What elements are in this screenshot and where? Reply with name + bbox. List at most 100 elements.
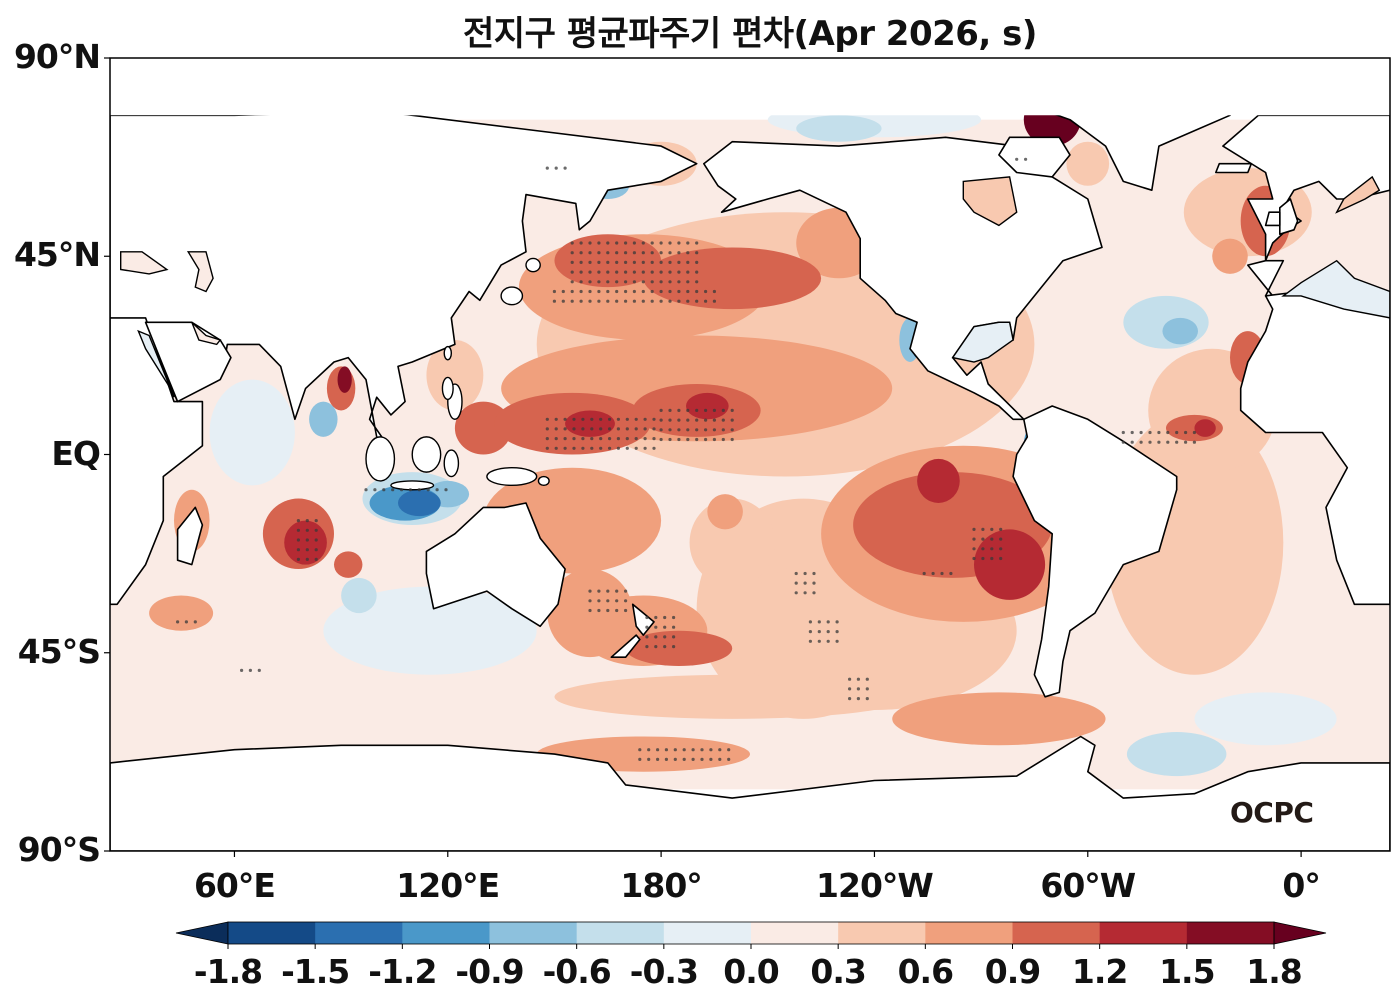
stipple-dot: [695, 270, 699, 274]
anomaly-contour: [334, 551, 363, 578]
stipple-dot: [606, 599, 610, 603]
anomaly-contour: [707, 494, 743, 530]
stipple-dot: [606, 289, 610, 294]
land-nz_s: [610, 634, 641, 658]
stipple-dot: [794, 581, 798, 585]
stipple-dot: [949, 571, 953, 576]
land-antarctica: [110, 735, 1390, 851]
stipple-dot: [686, 299, 690, 303]
stipple-dot: [704, 437, 708, 442]
anomaly-contour: [323, 586, 537, 675]
stipple-dot: [691, 757, 695, 762]
stipple-dot: [712, 437, 717, 442]
stipple-dot: [588, 589, 592, 593]
anomaly-contour: [149, 595, 214, 631]
colorbar-tick-label: -1.2: [368, 952, 437, 991]
stipple-dot: [561, 289, 565, 294]
stipple-dot: [634, 446, 638, 450]
colorbar-tick-label: 0.3: [810, 952, 866, 991]
stipple-dot: [588, 251, 592, 255]
stipple-dot: [615, 589, 619, 593]
stipple-dot: [625, 427, 629, 431]
stipple-dot: [931, 571, 935, 576]
stipple-dot: [972, 547, 976, 551]
stipple-dot: [981, 556, 985, 561]
stipple-dot: [634, 417, 638, 421]
stipple-dot: [570, 260, 574, 264]
stipple-dot: [848, 697, 852, 701]
stipple-dot: [615, 299, 619, 303]
anomaly-contour: [1194, 692, 1337, 746]
stipple-dot: [400, 488, 404, 492]
colorbar-tick-label: 0.6: [897, 952, 954, 991]
stipple-dot: [597, 260, 601, 264]
stipple-dot: [664, 757, 669, 762]
stipple-dot: [647, 757, 651, 762]
colorbar-tick-label: -0.6: [542, 952, 612, 991]
stipple-dot: [999, 556, 1003, 561]
stipple-dot: [856, 697, 861, 701]
colorbar-segment: [315, 922, 403, 944]
stipple-dot: [981, 547, 985, 551]
x-tick-label: 120°E: [396, 866, 500, 905]
stipple-dot: [590, 437, 594, 441]
stipple-dot: [305, 538, 309, 542]
stipple-dot: [606, 241, 610, 245]
land-arctic_top: [110, 58, 1390, 116]
stipple-dot: [650, 299, 654, 303]
stipple-dot: [826, 620, 830, 624]
anomaly-contour: [426, 339, 484, 411]
stipple-dot: [990, 527, 994, 532]
stipple-dot: [668, 299, 672, 303]
x-tick-label: 180°: [620, 866, 702, 905]
stipple-dot: [581, 417, 585, 421]
stipple-dot: [608, 437, 612, 441]
stipple-dot: [616, 446, 621, 450]
anomaly-contour: [398, 489, 441, 517]
stipple-dot: [668, 437, 672, 442]
anomaly-contour: [341, 577, 377, 614]
stipple-dot: [257, 668, 261, 673]
stipple-dot: [668, 289, 672, 294]
stipple-dot: [721, 408, 725, 412]
stipple-dot: [704, 289, 708, 294]
anomaly-contour: [284, 520, 327, 565]
stipple-dot: [554, 166, 558, 170]
stipple-dot: [712, 418, 717, 422]
stipple-dot: [305, 528, 309, 532]
stipple-dot: [677, 260, 681, 264]
stipple-dot: [426, 488, 430, 492]
anomaly-contour: [554, 674, 910, 719]
stipple-dot: [794, 591, 798, 595]
stipple-dot: [579, 251, 583, 255]
stipple-dot: [561, 299, 565, 303]
stipple-dot: [718, 757, 722, 762]
stipple-dot: [709, 748, 713, 752]
axis-ticks: [104, 57, 1302, 857]
stipple-dot: [554, 417, 558, 421]
stipple-dot: [654, 645, 658, 649]
stipple-dot: [677, 428, 681, 432]
stipple-dot: [545, 446, 549, 450]
stipple-dot: [990, 556, 994, 561]
stipple-dot: [826, 630, 830, 634]
stipple-dot: [606, 608, 610, 613]
stipple-dot: [668, 418, 672, 422]
stipple-dot: [659, 251, 663, 255]
stipple-dot: [579, 241, 583, 245]
stipple-dot: [1175, 440, 1179, 444]
stipple-dot: [632, 280, 637, 284]
stipple-dot: [641, 241, 645, 245]
stipple-dot: [677, 418, 681, 422]
stipple-dot: [570, 251, 574, 255]
colorbar-tick-label: -0.9: [455, 952, 524, 991]
stipple-dot: [588, 289, 592, 294]
stipple-dot: [597, 589, 601, 593]
stipple-dot: [835, 639, 839, 643]
stipple-dot: [570, 270, 574, 274]
stipple-dot: [812, 581, 816, 585]
stipple-dot: [579, 280, 583, 284]
stipple-dot: [808, 639, 813, 643]
stipple-dot: [652, 437, 656, 441]
stipple-dot: [712, 408, 717, 412]
